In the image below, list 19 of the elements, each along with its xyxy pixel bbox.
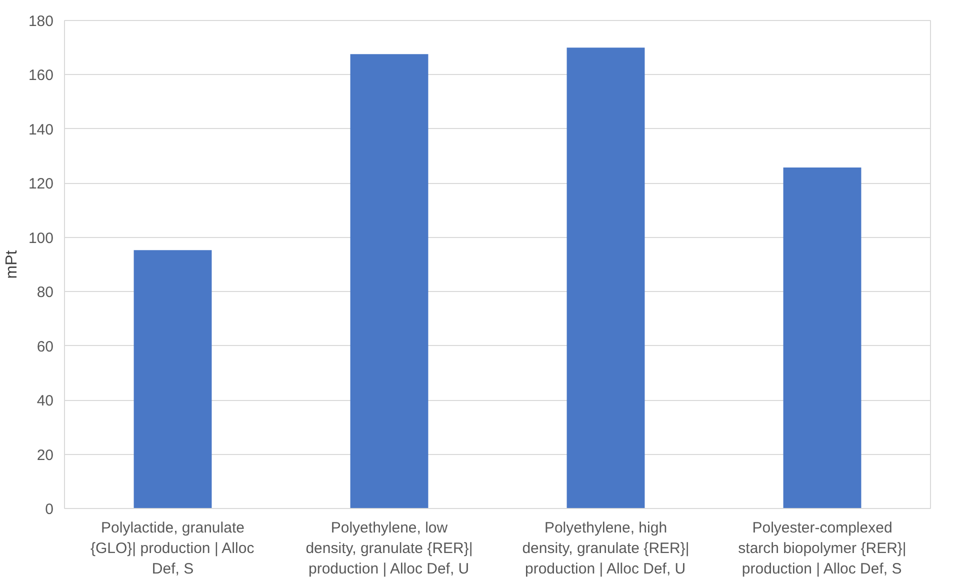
- y-tick-label: 0: [45, 501, 54, 518]
- bar: [350, 54, 428, 508]
- x-tick-label: Polyethylene, high density, granulate {RER}| production | Alloc Def, U: [522, 520, 690, 578]
- y-tick-label: 140: [28, 121, 54, 138]
- y-tick-label: 40: [36, 392, 54, 410]
- bar: [134, 250, 212, 508]
- x-tick-label: Polyethylene, low density, granulate {RER}| production | Alloc Def, U: [306, 520, 473, 578]
- y-tick-label: 60: [36, 338, 54, 356]
- y-tick-label: 20: [36, 446, 54, 464]
- bar: [783, 167, 862, 508]
- y-tick-label: 80: [36, 284, 54, 302]
- x-tick-label: Polylactide, granulate {GLO}| production | Alloc Def, S: [90, 520, 255, 578]
- x-tick-label: Polyester-complexed starch biopolymer {RER}| production | Alloc Def, S: [738, 520, 906, 578]
- y-tick-label: 120: [28, 176, 54, 193]
- y-axis-title: mPt: [3, 250, 20, 279]
- y-tick-label: 100: [28, 230, 54, 247]
- bar: [566, 48, 645, 508]
- y-tick-label: 180: [28, 13, 54, 30]
- y-tick-label: 160: [28, 67, 54, 84]
